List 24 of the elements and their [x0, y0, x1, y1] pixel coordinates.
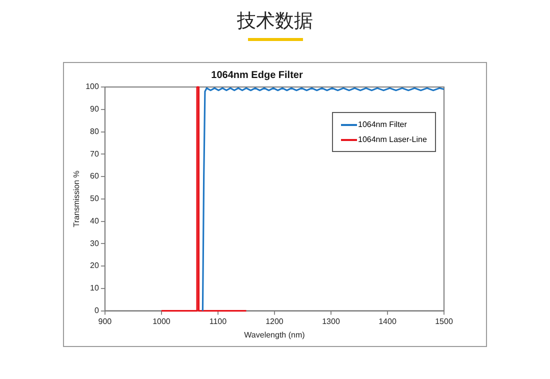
y-tick-label: 20	[90, 261, 100, 270]
y-tick-label: 30	[90, 238, 100, 248]
y-tick-label: 100	[86, 82, 100, 92]
x-axis-title: Wavelength (nm)	[244, 330, 306, 340]
x-tick-label: 900	[98, 316, 112, 326]
y-tick-label: 0	[94, 306, 100, 316]
y-tick-label: 70	[90, 149, 100, 158]
x-tick-label: 1400	[378, 316, 397, 326]
y-tick-label: 90	[90, 104, 100, 114]
y-tick-label: 10	[90, 284, 100, 293]
x-tick-label: 1000	[152, 316, 171, 326]
chart-title: 技术数据	[236, 9, 314, 34]
legend-label: 1064nm Laser-Line	[357, 134, 427, 146]
x-tick-label: 1300	[322, 316, 340, 326]
y-axis-title: Transmission %	[72, 170, 82, 228]
y-tick-label: 80	[90, 126, 100, 136]
x-tick-label: 1200	[266, 316, 284, 326]
x-tick-label: 1500	[435, 316, 454, 326]
y-tick-label: 40	[90, 216, 100, 226]
y-tick-label: 50	[90, 194, 100, 204]
legend-label: 1064nm Filter	[357, 119, 408, 131]
y-tick-label: 60	[90, 172, 100, 181]
x-tick-label: 1100	[209, 316, 228, 326]
chart-subtitle: 1064nm Edge Filter	[211, 70, 303, 81]
